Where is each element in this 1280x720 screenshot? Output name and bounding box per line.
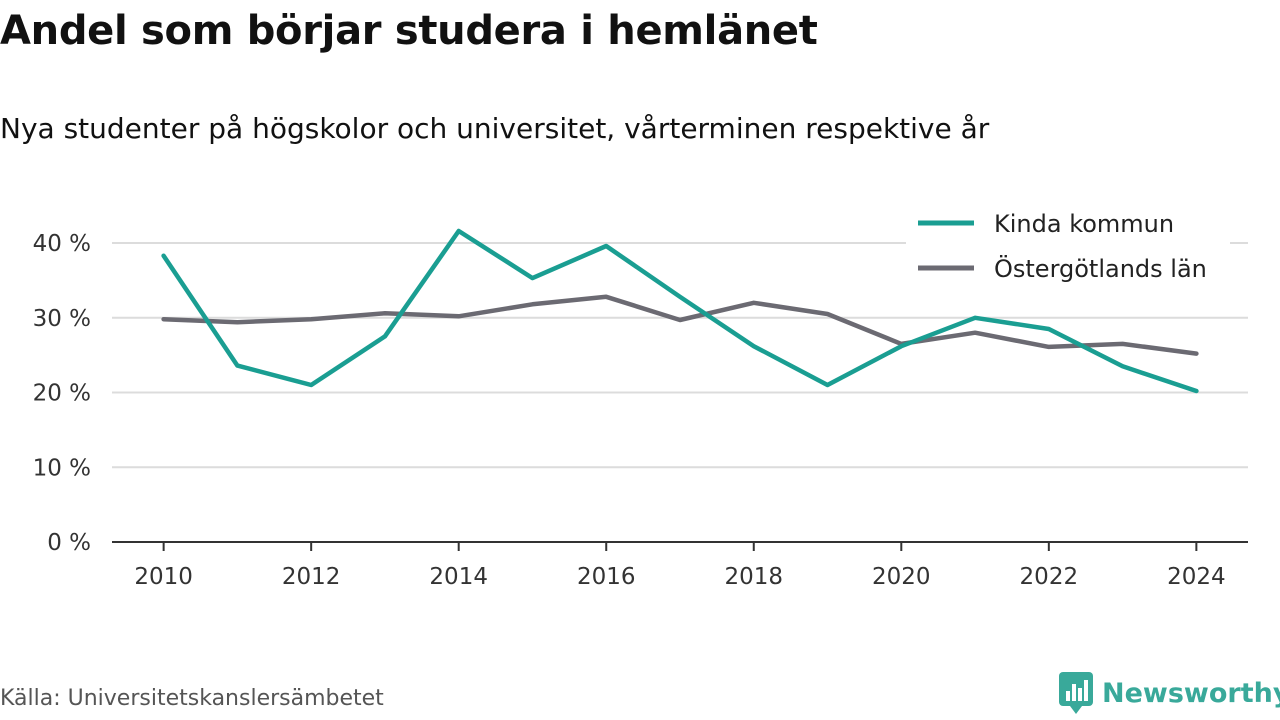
legend-background [906,200,1230,296]
legend: Kinda kommun Östergötlands län [906,200,1230,296]
brand-name: Newsworthy [1102,677,1280,709]
x-tick-label: 2020 [872,564,931,590]
y-tick-label: 30 % [33,306,91,332]
series-line-ostergotlands-lan [161,294,1199,356]
x-tick-label: 2018 [724,564,783,590]
x-tick-label: 2012 [282,564,341,590]
chart-subtitle: Nya studenter på högskolor och universit… [0,112,990,145]
chart-title: Andel som börjar studera i hemlänet [0,8,818,54]
x-tick-label: 2010 [134,564,193,590]
y-tick-label: 0 % [47,530,91,556]
series-line-kinda-kommun [161,228,1199,394]
source-note: Källa: Universitetskanslersämbetet [0,686,384,711]
x-tick-label: 2024 [1167,564,1226,590]
legend-label-kinda-kommun: Kinda kommun [994,210,1174,238]
legend-label-ostergotlands-lan: Östergötlands län [994,254,1207,283]
newsworthy-logo-icon [1059,672,1093,714]
y-tick-label: 10 % [33,455,91,481]
brand-logo: Newsworthy [1058,671,1280,715]
x-tick-label: 2016 [577,564,636,590]
y-tick-label: 20 % [33,381,91,407]
x-tick-label: 2022 [1020,564,1079,590]
y-tick-label: 40 % [33,231,91,257]
x-tick-label: 2014 [429,564,488,590]
